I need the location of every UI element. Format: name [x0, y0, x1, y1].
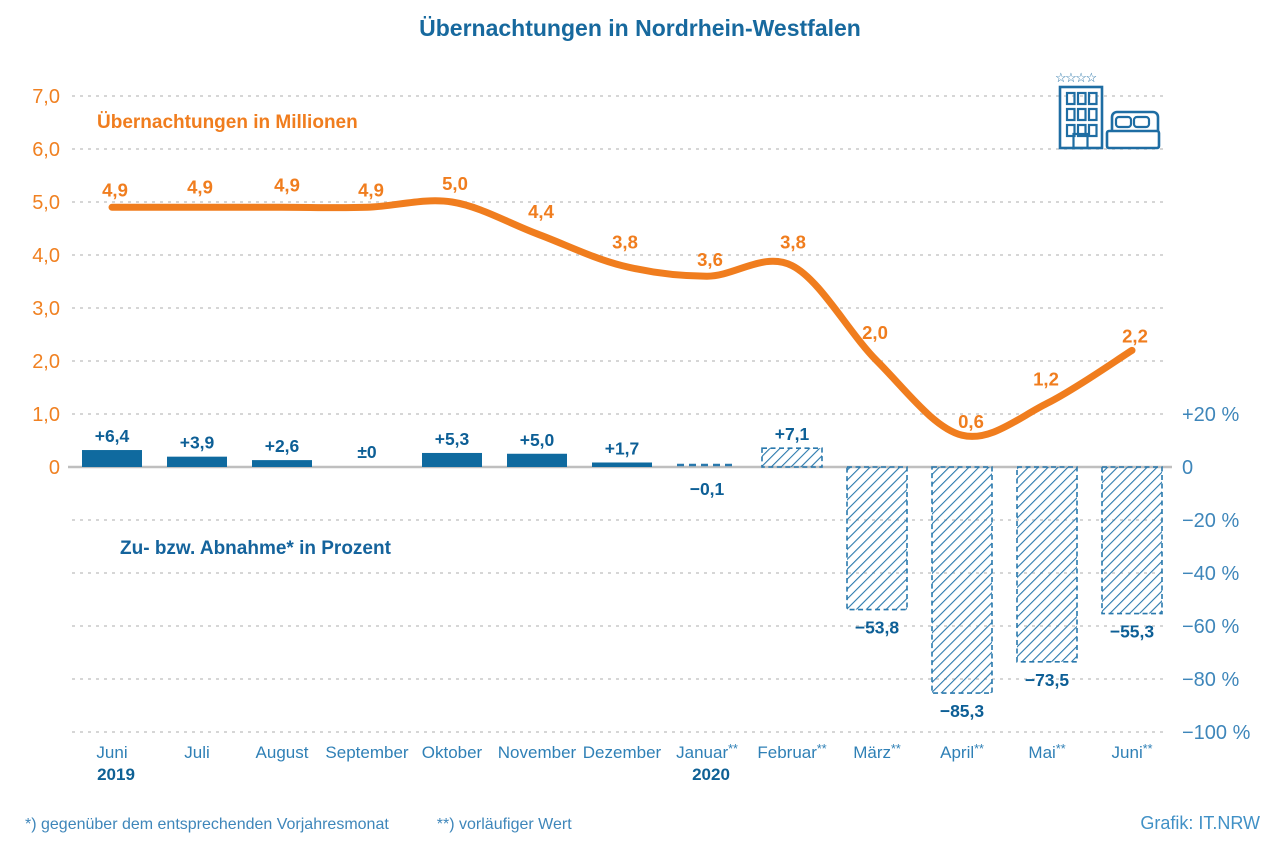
left-tick-7: 0 — [49, 457, 60, 479]
line-label-7: 3,6 — [697, 249, 723, 270]
x-label-1: Juli — [184, 743, 210, 762]
line-series-label: Übernachtungen in Millionen — [97, 112, 358, 133]
bar-label-1: +3,9 — [180, 433, 215, 453]
line-point-labels: 4,9 4,9 4,9 4,9 5,0 4,4 3,8 3,6 3,8 2,0 0,6 1,2 2,2 — [102, 173, 1148, 432]
line-label-4: 5,0 — [442, 173, 468, 194]
x-label-11: Mai** — [1028, 742, 1065, 762]
left-tick-1: 6,0 — [32, 139, 60, 161]
bar-6 — [592, 462, 652, 467]
x-label-12: Juni** — [1112, 742, 1153, 762]
left-tick-0: 7,0 — [32, 86, 60, 108]
x-label-4: Oktober — [422, 743, 483, 762]
bar-label-5: +5,0 — [520, 430, 555, 450]
line-label-1: 4,9 — [187, 176, 213, 197]
bar-label-7: −0,1 — [690, 479, 725, 499]
line-label-11: 1,2 — [1033, 368, 1059, 389]
x-label-10: April** — [940, 742, 984, 762]
x-label-7: Januar** — [676, 742, 738, 762]
hotel-bed-icons: ☆☆☆☆ — [1055, 70, 1161, 150]
right-axis-ticks: +20 % 0 −20 % −40 % −60 % −80 % −100 % — [1182, 404, 1251, 744]
line-label-2: 4,9 — [274, 174, 300, 195]
bar-label-0: +6,4 — [95, 426, 130, 446]
left-axis-ticks: 7,0 6,0 5,0 4,0 3,0 2,0 1,0 0 — [32, 86, 60, 479]
line-label-5: 4,4 — [528, 201, 554, 222]
right-tick-5: −80 % — [1182, 669, 1239, 691]
left-tick-3: 4,0 — [32, 245, 60, 267]
bar-label-4: +5,3 — [435, 429, 470, 449]
bar-8 — [761, 447, 823, 468]
bar-10 — [931, 466, 993, 694]
bar-1 — [167, 456, 227, 467]
footnote-vorlaeufig: **) vorläufiger Wert — [436, 816, 572, 833]
bar-label-6: +1,7 — [605, 438, 640, 458]
bar-label-10: −85,3 — [940, 701, 985, 721]
line-label-3: 4,9 — [358, 179, 384, 200]
footnotes: *) gegenüber dem entsprechenden Vorjahre… — [25, 816, 572, 834]
bar-0 — [82, 450, 142, 467]
x-axis-labels: Juni Juli August September Oktober November De… — [96, 742, 1152, 784]
x-label-6: Dezember — [583, 743, 662, 762]
line-label-0: 4,9 — [102, 179, 128, 200]
bar-12 — [1101, 466, 1163, 615]
footnote-vorjahresmonat: *) gegenüber dem entsprechenden Vorjahre… — [25, 816, 389, 833]
bar-9 — [846, 466, 908, 611]
hotel-icon: ☆☆☆☆ — [1055, 70, 1104, 150]
x-label-3: September — [325, 743, 408, 762]
left-tick-6: 1,0 — [32, 404, 60, 426]
bar-label-3: ±0 — [357, 442, 377, 462]
right-tick-0: +20 % — [1182, 404, 1239, 426]
right-tick-4: −60 % — [1182, 616, 1239, 638]
left-tick-5: 2,0 — [32, 351, 60, 373]
x-label-2: August — [256, 743, 309, 762]
gridlines — [72, 95, 1168, 733]
x-label-9: März** — [853, 742, 901, 762]
line-label-9: 2,0 — [862, 322, 888, 343]
line-label-12: 2,2 — [1122, 325, 1148, 346]
x-label-0: Juni — [96, 743, 127, 762]
line-label-10: 0,6 — [958, 411, 984, 432]
bar-label-11: −73,5 — [1025, 670, 1070, 690]
bar-label-2: +2,6 — [265, 436, 300, 456]
bar-label-12: −55,3 — [1110, 622, 1155, 642]
year-label-0: 2019 — [97, 765, 135, 784]
x-label-5: November — [498, 743, 577, 762]
hotel-stars-icon: ☆☆☆☆ — [1055, 70, 1096, 85]
line-label-8: 3,8 — [780, 232, 806, 253]
line-series — [108, 197, 1136, 440]
right-tick-6: −100 % — [1182, 722, 1251, 744]
bar-series: +6,4 +3,9 +2,6 ±0 +5,3 +5,0 +1,7 −0,1 +7,1 −53,8 −… — [82, 424, 1163, 721]
credit-text: Grafik: IT.NRW — [1140, 813, 1260, 833]
left-tick-4: 3,0 — [32, 298, 60, 320]
right-tick-1: 0 — [1182, 457, 1193, 479]
bar-4 — [422, 452, 482, 467]
bar-label-8: +7,1 — [775, 424, 810, 444]
line-label-6: 3,8 — [612, 232, 638, 253]
right-tick-3: −40 % — [1182, 563, 1239, 585]
bar-5 — [507, 453, 567, 467]
year-label-1: 2020 — [692, 765, 730, 784]
left-tick-2: 5,0 — [32, 192, 60, 214]
bar-2 — [252, 460, 312, 467]
page-title: Übernachtungen in Nordrhein-Westfalen — [419, 15, 861, 41]
bar-series-label: Zu- bzw. Abnahme* in Prozent — [120, 538, 391, 559]
x-label-8: Februar** — [757, 742, 826, 762]
bed-icon — [1105, 110, 1161, 150]
right-tick-2: −20 % — [1182, 510, 1239, 532]
bar-label-9: −53,8 — [855, 618, 900, 638]
bar-11 — [1016, 466, 1078, 663]
